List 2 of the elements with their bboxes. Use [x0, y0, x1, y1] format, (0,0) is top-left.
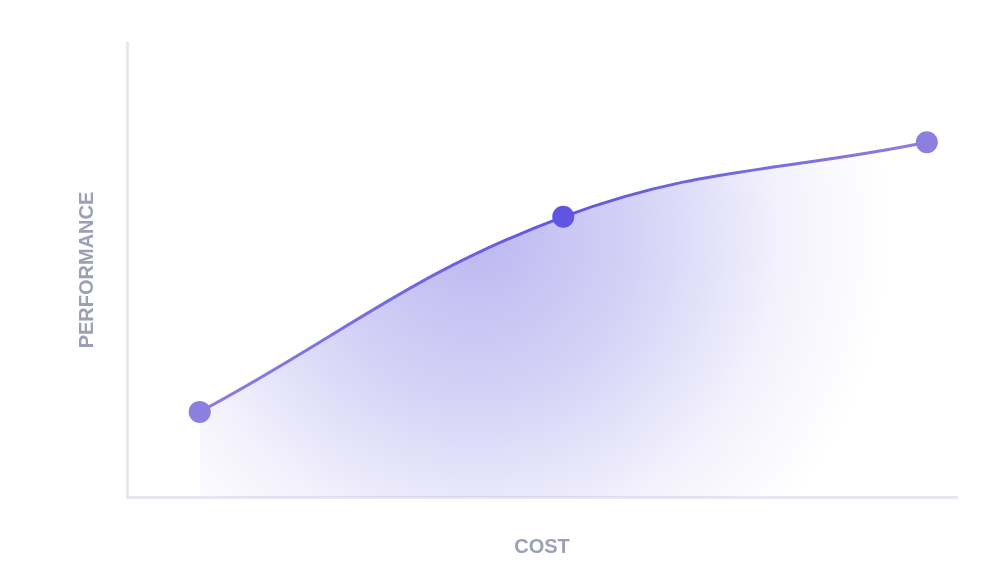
x-axis-title: COST	[514, 534, 570, 557]
y-axis-title: PERFORMANCE	[74, 191, 97, 349]
